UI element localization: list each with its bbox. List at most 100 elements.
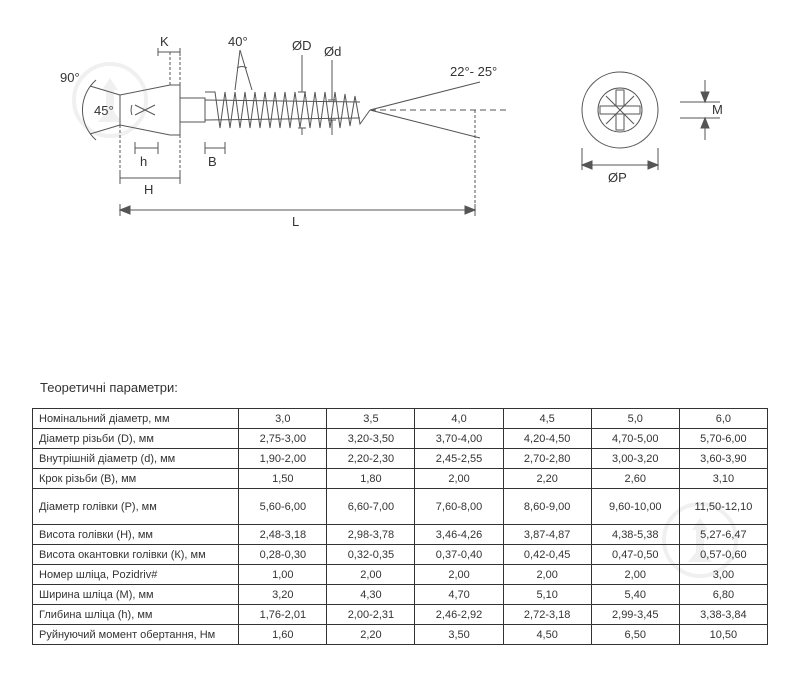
cell: 2,00 bbox=[327, 565, 415, 585]
cell: 4,30 bbox=[327, 585, 415, 605]
cell: 0,37-0,40 bbox=[415, 545, 503, 565]
table-row: Висота окантовки голівки (К), мм0,28-0,3… bbox=[33, 545, 768, 565]
cell: 3,20-3,50 bbox=[327, 429, 415, 449]
cell: 0,57-0,60 bbox=[679, 545, 767, 565]
cell: 2,72-3,18 bbox=[503, 605, 591, 625]
cell: 2,75-3,00 bbox=[239, 429, 327, 449]
cell: 9,60-10,00 bbox=[591, 489, 679, 525]
cell: 4,70 bbox=[415, 585, 503, 605]
cell: 5,60-6,00 bbox=[239, 489, 327, 525]
row-label: Глибина шліца (h), мм bbox=[33, 605, 239, 625]
cell: 2,00 bbox=[503, 565, 591, 585]
cell: 6,60-7,00 bbox=[327, 489, 415, 525]
row-label: Номінальний діаметр, мм bbox=[33, 409, 239, 429]
cell: 2,98-3,78 bbox=[327, 525, 415, 545]
cell: 2,20 bbox=[327, 625, 415, 645]
screw-diagram: 22°- 25° K 40° ØD Ød bbox=[0, 0, 799, 260]
cell: 3,10 bbox=[679, 469, 767, 489]
label-L: L bbox=[292, 214, 299, 229]
label-K: K bbox=[160, 34, 169, 49]
row-label: Внутрішній діаметр (d), мм bbox=[33, 449, 239, 469]
row-label: Діаметр різьби (D), мм bbox=[33, 429, 239, 449]
cell: 2,99-3,45 bbox=[591, 605, 679, 625]
cell: 2,00-2,31 bbox=[327, 605, 415, 625]
cell: 4,20-4,50 bbox=[503, 429, 591, 449]
table-row: Номінальний діаметр, мм3,03,54,04,55,06,… bbox=[33, 409, 768, 429]
cell: 3,87-4,87 bbox=[503, 525, 591, 545]
cell: 5,10 bbox=[503, 585, 591, 605]
cell: 3,20 bbox=[239, 585, 327, 605]
row-label: Висота окантовки голівки (К), мм bbox=[33, 545, 239, 565]
row-label: Номер шліца, Pozidriv# bbox=[33, 565, 239, 585]
label-40: 40° bbox=[228, 34, 248, 49]
table-row: Номер шліца, Pozidriv#1,002,002,002,002,… bbox=[33, 565, 768, 585]
cell: 1,50 bbox=[239, 469, 327, 489]
label-h: h bbox=[140, 154, 147, 169]
table-row: Внутрішній діаметр (d), мм1,90-2,002,20-… bbox=[33, 449, 768, 469]
cell: 1,60 bbox=[239, 625, 327, 645]
cell: 2,48-3,18 bbox=[239, 525, 327, 545]
cell: 1,00 bbox=[239, 565, 327, 585]
cell: 2,60 bbox=[591, 469, 679, 489]
table-row: Крок різьби (В), мм1,501,802,002,202,603… bbox=[33, 469, 768, 489]
cell: 10,50 bbox=[679, 625, 767, 645]
row-label: Руйнуючий момент обертання, Нм bbox=[33, 625, 239, 645]
cell: 5,70-6,00 bbox=[679, 429, 767, 449]
cell: 4,70-5,00 bbox=[591, 429, 679, 449]
table-row: Діаметр різьби (D), мм2,75-3,003,20-3,50… bbox=[33, 429, 768, 449]
cell: 6,50 bbox=[591, 625, 679, 645]
cell: 1,80 bbox=[327, 469, 415, 489]
cell: 2,00 bbox=[591, 565, 679, 585]
cell: 3,38-3,84 bbox=[679, 605, 767, 625]
label-M: M bbox=[712, 102, 723, 117]
row-label: Висота голівки (Н), мм bbox=[33, 525, 239, 545]
cell: 2,00 bbox=[415, 565, 503, 585]
cell: 6,80 bbox=[679, 585, 767, 605]
cell: 0,42-0,45 bbox=[503, 545, 591, 565]
label-d: Ød bbox=[324, 44, 341, 59]
table-title: Теоретичні параметри: bbox=[40, 380, 178, 395]
label-P: ØP bbox=[608, 170, 627, 185]
cell: 3,60-3,90 bbox=[679, 449, 767, 469]
cell: 11,50-12,10 bbox=[679, 489, 767, 525]
table-row: Руйнуючий момент обертання, Нм1,602,203,… bbox=[33, 625, 768, 645]
cell: 3,70-4,00 bbox=[415, 429, 503, 449]
cell: 5,0 bbox=[591, 409, 679, 429]
table-row: Висота голівки (Н), мм2,48-3,182,98-3,78… bbox=[33, 525, 768, 545]
cell: 5,27-6,47 bbox=[679, 525, 767, 545]
cell: 2,45-2,55 bbox=[415, 449, 503, 469]
label-B: B bbox=[208, 154, 217, 169]
row-label: Крок різьби (В), мм bbox=[33, 469, 239, 489]
table-row: Діаметр голівки (Р), мм5,60-6,006,60-7,0… bbox=[33, 489, 768, 525]
cell: 4,5 bbox=[503, 409, 591, 429]
cell: 3,46-4,26 bbox=[415, 525, 503, 545]
label-tip-angle: 22°- 25° bbox=[450, 64, 497, 79]
label-45: 45° bbox=[94, 103, 114, 118]
label-D: ØD bbox=[292, 38, 312, 53]
cell: 4,38-5,38 bbox=[591, 525, 679, 545]
row-label: Діаметр голівки (Р), мм bbox=[33, 489, 239, 525]
cell: 3,50 bbox=[415, 625, 503, 645]
cell: 7,60-8,00 bbox=[415, 489, 503, 525]
table-row: Ширина шліца (М), мм3,204,304,705,105,40… bbox=[33, 585, 768, 605]
cell: 8,60-9,00 bbox=[503, 489, 591, 525]
cell: 6,0 bbox=[679, 409, 767, 429]
cell: 3,00 bbox=[679, 565, 767, 585]
cell: 2,46-2,92 bbox=[415, 605, 503, 625]
cell: 0,28-0,30 bbox=[239, 545, 327, 565]
cell: 5,40 bbox=[591, 585, 679, 605]
cell: 4,50 bbox=[503, 625, 591, 645]
row-label: Ширина шліца (М), мм bbox=[33, 585, 239, 605]
label-H: H bbox=[144, 182, 153, 197]
diagram-svg: 22°- 25° K 40° ØD Ød bbox=[40, 20, 760, 240]
cell: 1,76-2,01 bbox=[239, 605, 327, 625]
cell: 0,47-0,50 bbox=[591, 545, 679, 565]
cell: 0,32-0,35 bbox=[327, 545, 415, 565]
cell: 1,90-2,00 bbox=[239, 449, 327, 469]
cell: 2,00 bbox=[415, 469, 503, 489]
cell: 2,20 bbox=[503, 469, 591, 489]
cell: 4,0 bbox=[415, 409, 503, 429]
cell: 3,0 bbox=[239, 409, 327, 429]
parameters-table: Номінальний діаметр, мм3,03,54,04,55,06,… bbox=[32, 408, 768, 645]
label-90: 90° bbox=[60, 70, 80, 85]
